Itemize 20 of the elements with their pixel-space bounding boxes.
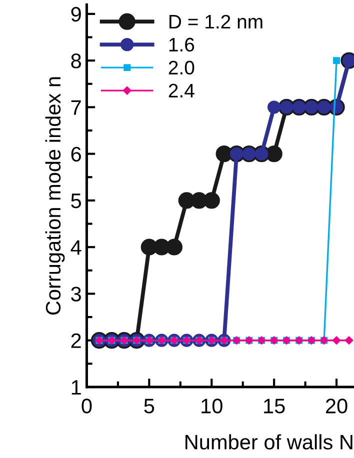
legend-label: 2.4 [168,84,194,98]
legend-label: 1.6 [169,38,194,52]
legend-label: 2.0 [168,60,194,75]
y-tick-label: 3 [71,286,81,302]
y-tick-label: 9 [71,6,81,22]
y-tick-label: 7 [71,100,81,115]
y-tick-label: 1 [72,380,81,395]
legend-label: D = 1.2 nm [170,14,262,28]
x-tick-label: 15 [264,398,285,414]
y-tick-label: 4 [70,240,82,255]
y-tick-label: 5 [71,194,81,208]
x-tick-label: 10 [202,398,222,414]
x-tick-label: 0 [82,398,92,414]
x-tick-label: 5 [144,398,154,414]
y-axis-title: Corrugation mode index n [45,77,65,315]
y-tick-label: 8 [71,54,81,68]
x-axis-title: Number of walls N [186,434,352,450]
y-tick-label: 2 [71,333,81,348]
x-tick-label: 20 [326,398,348,414]
y-tick-label: 6 [71,146,81,162]
